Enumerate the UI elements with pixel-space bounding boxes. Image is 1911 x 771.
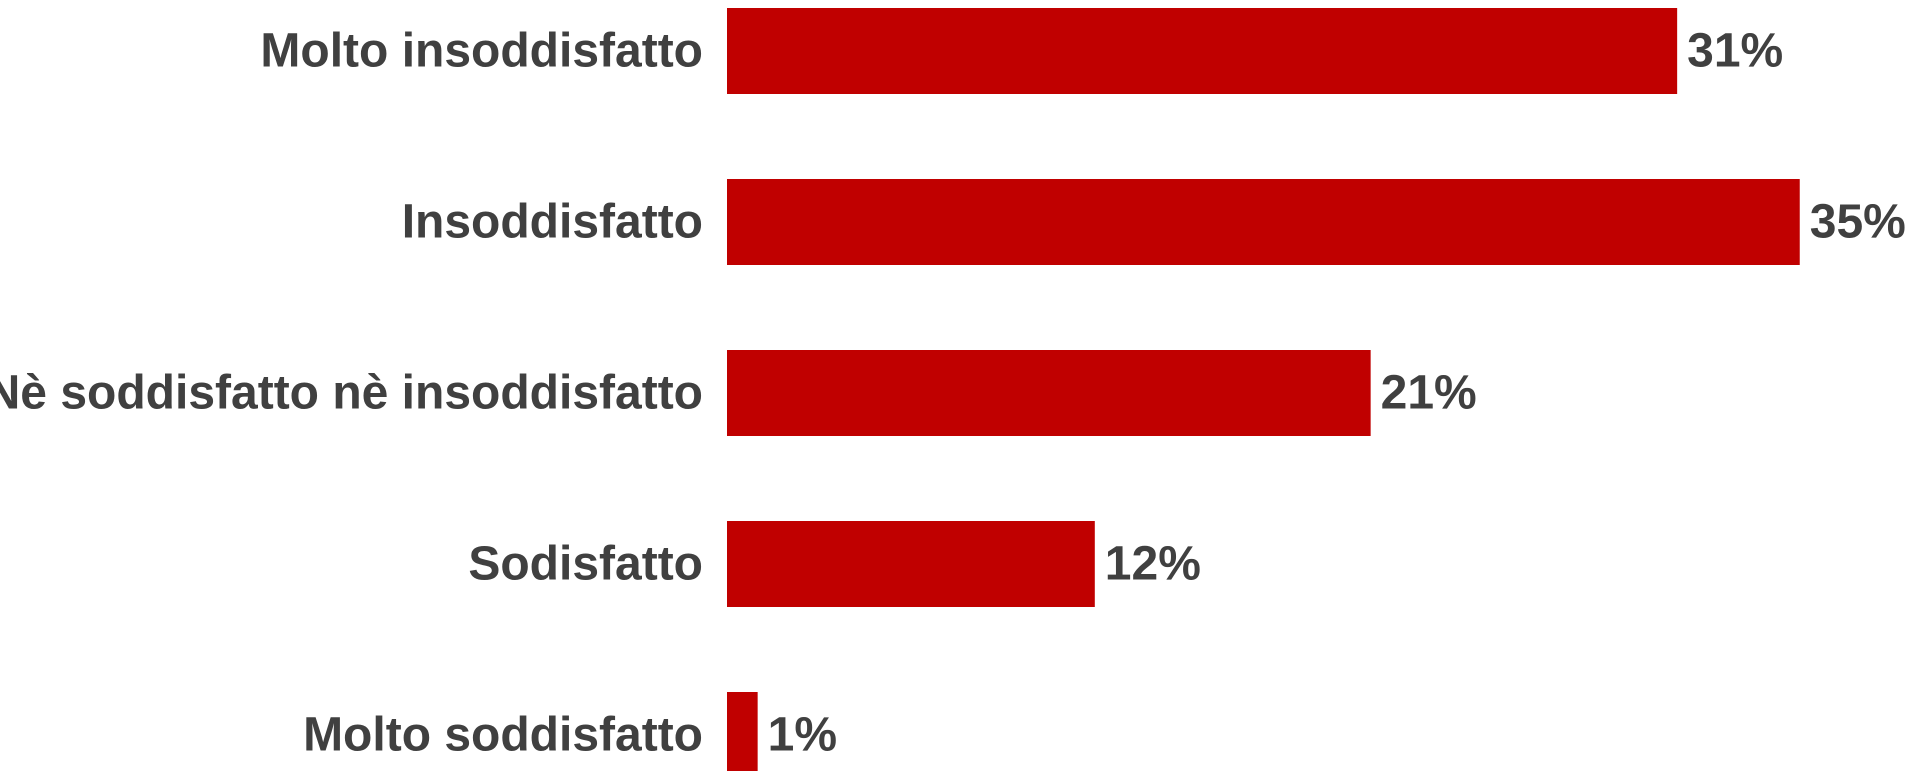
bar (727, 692, 758, 771)
category-label: Insoddisfatto (402, 196, 703, 249)
bar (727, 521, 1095, 607)
bar (727, 350, 1371, 436)
category-label: Sodisfatto (468, 538, 703, 591)
category-label: Nè soddisfatto nè insoddisfatto (0, 367, 703, 420)
category-label: Molto insoddisfatto (260, 25, 703, 78)
category-label: Molto soddisfatto (303, 709, 703, 762)
value-label: 12% (1105, 538, 1201, 591)
value-label: 21% (1381, 367, 1477, 420)
bar (727, 8, 1678, 94)
category-labels-group: Molto insoddisfatto Insoddisfatto Nè soddi… (0, 25, 703, 762)
value-label: 1% (768, 709, 837, 762)
value-label: 31% (1687, 25, 1783, 78)
value-label: 35% (1810, 196, 1906, 249)
bar (727, 179, 1800, 265)
value-labels-group: 31% 35% 21% 12% 1% (768, 25, 1906, 762)
bars-group (727, 8, 1800, 771)
